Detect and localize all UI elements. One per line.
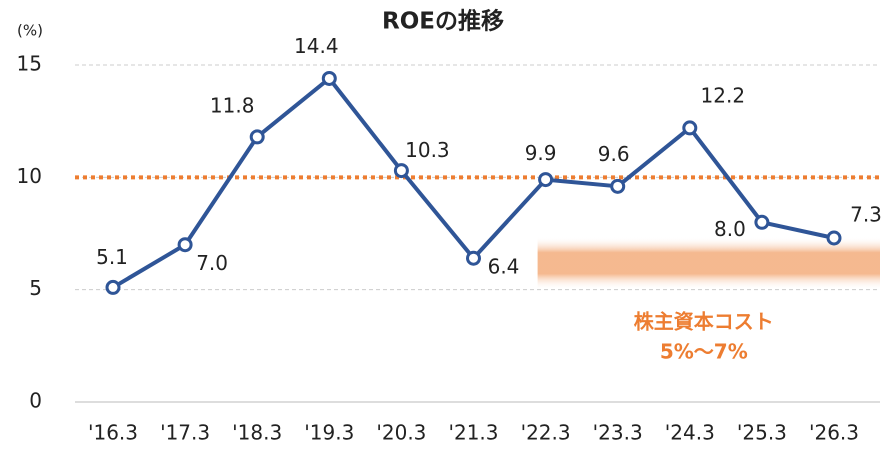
data-label: 8.0 <box>714 217 746 241</box>
x-tick-label: '26.3 <box>809 421 859 445</box>
y-tick-label: 10 <box>17 164 42 188</box>
x-tick-label: '22.3 <box>521 421 571 445</box>
data-label: 11.8 <box>210 93 255 117</box>
data-point <box>682 120 698 136</box>
x-tick-label: '25.3 <box>737 421 787 445</box>
data-label: 5.1 <box>96 245 128 269</box>
band-label: 株主資本コスト <box>634 310 774 334</box>
y-tick-label: 15 <box>17 52 42 76</box>
data-label: 7.0 <box>196 251 228 275</box>
data-point <box>321 70 337 86</box>
y-axis-label: (%) <box>17 22 43 40</box>
x-tick-label: '21.3 <box>448 421 498 445</box>
data-point <box>538 172 554 188</box>
x-tick-label: '24.3 <box>665 421 715 445</box>
y-tick-label: 5 <box>29 276 42 300</box>
data-point <box>105 279 121 295</box>
data-point <box>610 178 626 194</box>
data-label: 14.4 <box>294 34 339 58</box>
data-label: 7.3 <box>850 202 882 226</box>
x-tick-label: '18.3 <box>232 421 282 445</box>
data-point <box>754 214 770 230</box>
x-tick-label: '20.3 <box>376 421 426 445</box>
x-tick-label: '17.3 <box>160 421 210 445</box>
data-point <box>177 237 193 253</box>
data-point <box>249 129 265 145</box>
x-tick-label: '19.3 <box>304 421 354 445</box>
data-point <box>393 163 409 179</box>
data-label: 10.3 <box>405 138 450 162</box>
data-point <box>466 250 481 266</box>
y-tick-label: 0 <box>29 389 42 413</box>
data-label: 12.2 <box>701 83 746 107</box>
chart-title: ROEの推移 <box>382 9 504 35</box>
data-label: 6.4 <box>488 255 520 279</box>
data-point <box>826 230 842 246</box>
band-sublabel: 5%～7% <box>660 340 748 364</box>
data-label: 9.9 <box>525 141 557 165</box>
x-tick-label: '23.3 <box>593 421 643 445</box>
cost-band <box>537 236 880 290</box>
x-tick-label: '16.3 <box>88 421 138 445</box>
data-label: 9.6 <box>598 142 630 166</box>
